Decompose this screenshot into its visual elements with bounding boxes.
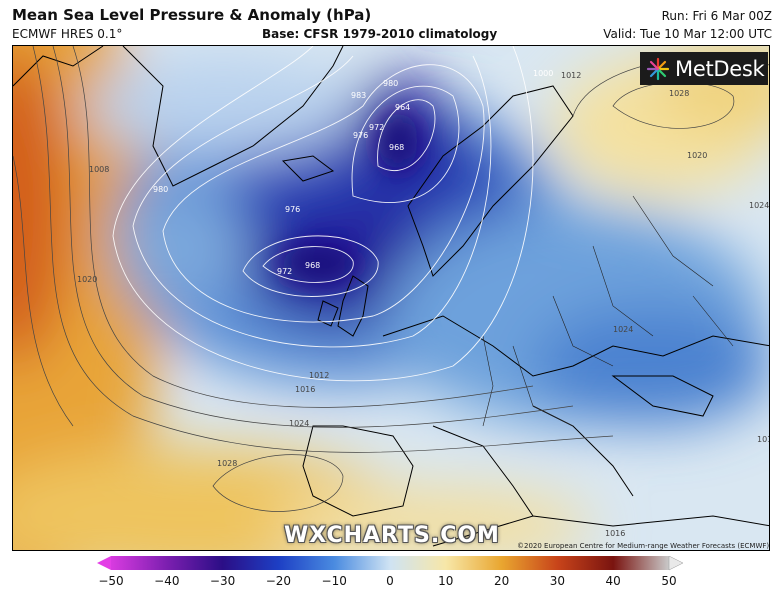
- isobars-low: [112, 46, 534, 382]
- wxcharts-watermark: WXCHARTS.COM: [284, 523, 500, 548]
- isobar-label: 1020: [77, 275, 97, 284]
- isobar-label: 1024: [613, 325, 633, 334]
- colorbar-tick-label: 20: [493, 574, 510, 588]
- isobar-label: 1028: [669, 89, 689, 98]
- isobar-label: 1012: [309, 371, 329, 380]
- isobar-labels: 964 968 968 972 972 976 976 980 980 983 …: [77, 69, 770, 538]
- borders: [482, 195, 734, 427]
- colorbar-gradient: [111, 556, 669, 570]
- colorbar-tick-label: −20: [265, 574, 292, 588]
- isobar-label: 980: [153, 185, 168, 194]
- model-label: ECMWF HRES 0.1°: [12, 27, 123, 41]
- isobar-label: 976: [353, 131, 368, 140]
- isobar-label: 983: [351, 91, 366, 100]
- metdesk-logo: MetDesk: [640, 52, 768, 85]
- run-time-label: Run: Fri 6 Mar 00Z: [661, 9, 772, 23]
- anomaly-core: [278, 111, 418, 282]
- pressure-anomaly-map: 964 968 968 972 972 976 976 980 980 983 …: [12, 45, 770, 551]
- colorbar-tick-label: −10: [321, 574, 347, 588]
- valid-time-label: Valid: Tue 10 Mar 12:00 UTC: [603, 27, 772, 41]
- anomaly-field: [13, 46, 769, 550]
- isobar-label: 1020: [687, 151, 707, 160]
- isobar-label: 964: [395, 103, 410, 112]
- isobar-label: 1000: [533, 69, 553, 78]
- colorbar-tick-label: 10: [438, 574, 454, 588]
- colorbar-tick-label: 30: [549, 574, 566, 588]
- colorbar-tick-label: −30: [209, 574, 236, 588]
- colorbar-max-arrow: [668, 556, 683, 571]
- isobar-label: 980: [383, 79, 398, 88]
- anomaly-colorbar: [97, 556, 683, 571]
- isobar-label: 1028: [217, 459, 237, 468]
- isobar-label: 972: [277, 267, 292, 276]
- colorbar-tick-label: 40: [605, 574, 621, 588]
- isobar-label: 968: [305, 261, 320, 270]
- isobar-label: 1016: [295, 385, 315, 394]
- colorbar-tick-label: 50: [661, 574, 677, 588]
- colorbar-min-arrow: [97, 556, 111, 570]
- base-climatology-label: Base: CFSR 1979-2010 climatology: [262, 27, 498, 41]
- chart-title: Mean Sea Level Pressure & Anomaly (hPa): [12, 6, 372, 24]
- isobar-label: 968: [389, 143, 404, 152]
- colorbar-tick-label: −40: [154, 574, 180, 588]
- isobar-label: 1012: [561, 71, 581, 80]
- colorbar-tick-label: −50: [98, 574, 124, 588]
- metdesk-logo-text: MetDesk: [675, 56, 765, 81]
- isobar-label: 1024: [289, 419, 309, 428]
- ecmwf-copyright: ©2020 European Centre for Medium-range W…: [517, 542, 770, 550]
- isobar-label: 972: [369, 123, 384, 132]
- colorbar-tick-label: 0: [386, 574, 394, 588]
- metdesk-starburst-icon: [646, 57, 670, 80]
- isobars-high: [13, 46, 769, 512]
- isobar-label: 1008: [89, 165, 109, 174]
- isobar-label: 1012: [757, 435, 770, 444]
- isobar-label: 1024: [749, 201, 769, 210]
- isobar-label: 976: [285, 205, 300, 214]
- isobar-label: 1016: [605, 529, 625, 538]
